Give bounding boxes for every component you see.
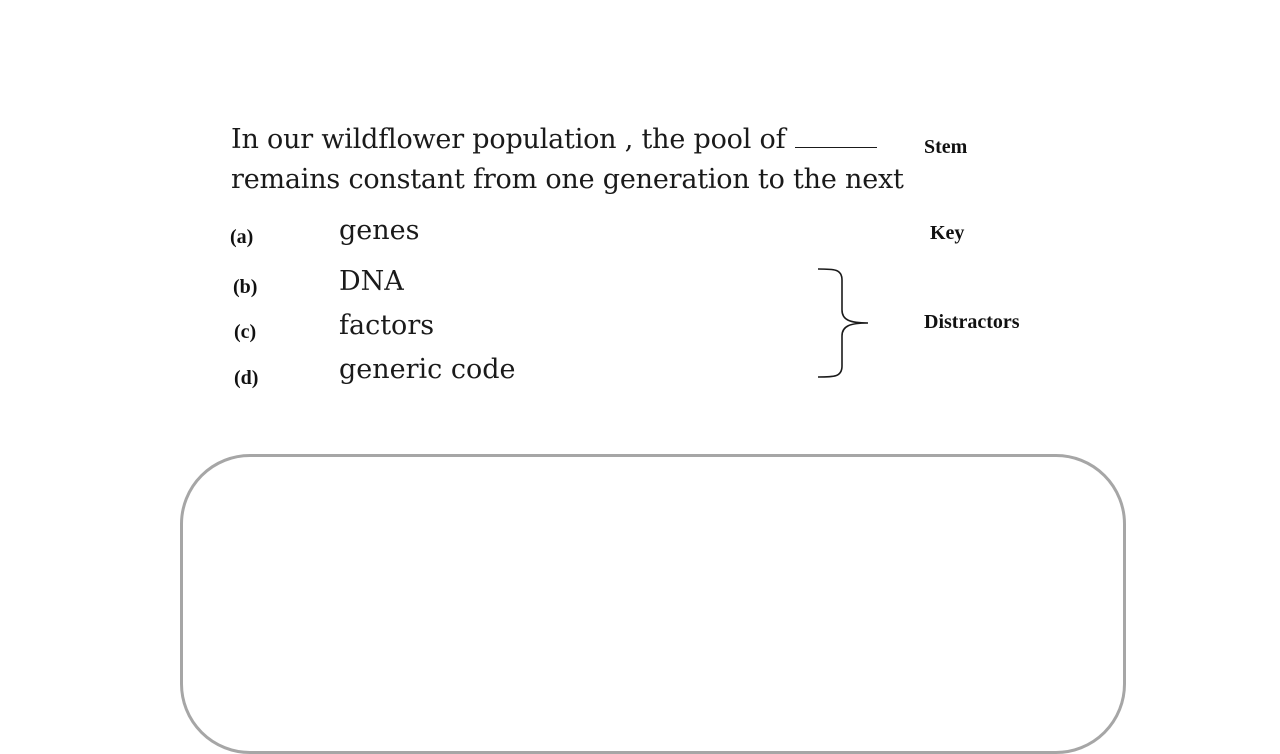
option-b-letter: (b) bbox=[233, 276, 258, 298]
option-a-text: genes bbox=[339, 215, 420, 246]
option-c-text: factors bbox=[339, 310, 435, 341]
stem-line-1: In our wildflower population , the pool … bbox=[231, 124, 878, 155]
option-d-letter: (d) bbox=[234, 367, 259, 389]
distractors-label: Distractors bbox=[924, 311, 1020, 333]
distractors-brace bbox=[817, 268, 869, 378]
option-d-text: generic code bbox=[339, 354, 516, 385]
key-label: Key bbox=[930, 222, 965, 244]
answer-panel bbox=[180, 454, 1126, 754]
option-b-text: DNA bbox=[339, 266, 404, 297]
option-a-letter: (a) bbox=[230, 226, 254, 248]
stem-text-1: In our wildflower population , the pool … bbox=[231, 124, 786, 155]
answer-blank bbox=[795, 127, 878, 148]
brace-path bbox=[817, 268, 869, 378]
stem-label: Stem bbox=[924, 136, 968, 158]
option-c-letter: (c) bbox=[234, 321, 257, 343]
stem-line-2: remains constant from one generation to … bbox=[231, 164, 904, 195]
